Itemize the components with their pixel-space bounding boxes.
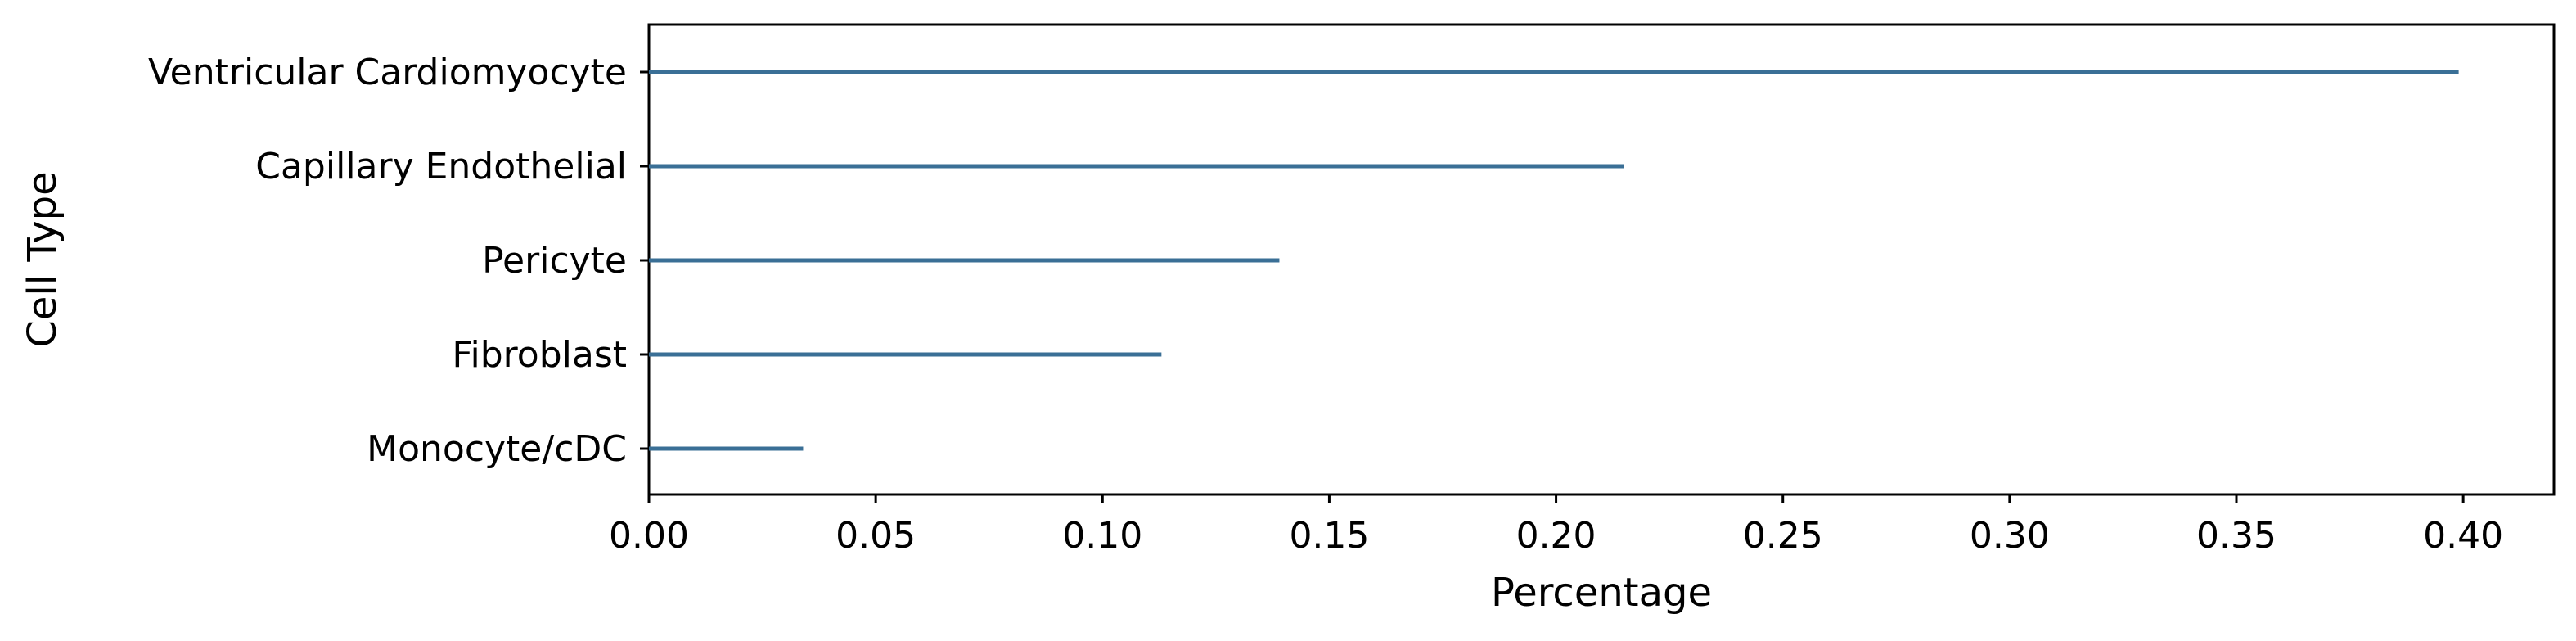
y-tick-label: Fibroblast: [452, 334, 627, 376]
x-tick-label: 0.25: [1743, 515, 1823, 557]
x-tick-label: 0.35: [2196, 515, 2277, 557]
x-tick-label: 0.40: [2423, 515, 2503, 557]
x-tick-label: 0.30: [1970, 515, 2050, 557]
x-axis-label: Percentage: [1491, 570, 1712, 616]
bars: [649, 70, 2459, 451]
x-axis-ticks: 0.00 0.05 0.10 0.15 0.20 0.25 0.30 0.35 0.40: [609, 494, 2503, 557]
y-tick-label: Capillary Endothelial: [255, 146, 627, 187]
x-tick-label: 0.15: [1289, 515, 1369, 557]
x-tick-label: 0.20: [1516, 515, 1596, 557]
y-tick-label: Ventricular Cardiomyocyte: [148, 52, 627, 93]
y-tick-label: Pericyte: [482, 240, 627, 282]
y-tick-label: Monocyte/cDC: [367, 428, 627, 470]
x-tick-label: 0.05: [835, 515, 916, 557]
y-axis-label: Cell Type: [20, 171, 65, 347]
y-axis-ticks: Ventricular Cardiomyocyte Capillary Endot…: [148, 52, 649, 470]
x-tick-label: 0.10: [1062, 515, 1142, 557]
x-tick-label: 0.00: [609, 515, 689, 557]
